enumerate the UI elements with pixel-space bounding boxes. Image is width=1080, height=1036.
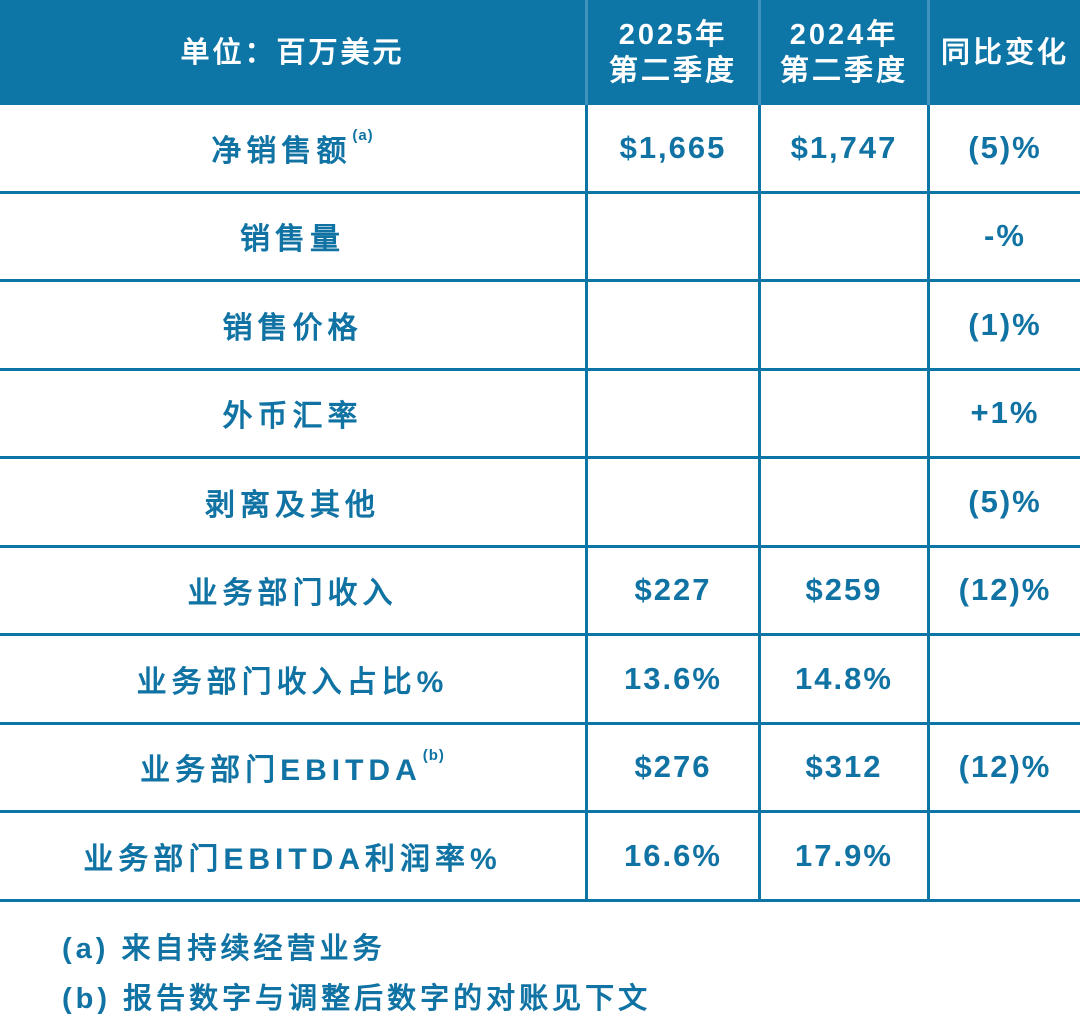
- value-cell-yoy: [927, 636, 1080, 722]
- value-cell-2024: $312: [758, 724, 927, 810]
- value-cell-2025: $1,665: [585, 105, 758, 191]
- header-cell-yoy: 同比变化: [927, 0, 1080, 105]
- quarterly-results-table: 单位：百万美元 2025年 第二季度 2024年 第二季度 同比变化 净销售额(…: [0, 0, 1080, 902]
- table-row-segment-income: 业务部门收入 $227 $259 (12)%: [0, 547, 1080, 636]
- footnote-b: (b) 报告数字与调整后数字的对账见下文: [62, 982, 652, 1015]
- value-cell-2024: 14.8%: [758, 636, 927, 722]
- value-cell-2025: 16.6%: [585, 813, 758, 899]
- value-cell-2025: $276: [585, 724, 758, 810]
- value-cell-2025: $227: [585, 547, 758, 633]
- header-cell-q2-2025: 2025年 第二季度: [585, 0, 758, 105]
- row-label-cell: 业务部门EBITDA利润率%: [0, 813, 585, 899]
- value-cell-2025: [585, 370, 758, 456]
- value-cell-2025: 13.6%: [585, 636, 758, 722]
- value-cell-yoy: -%: [927, 193, 1080, 279]
- value-cell-yoy: (5)%: [927, 459, 1080, 545]
- footnote-ref-a: (a): [352, 127, 374, 145]
- value-cell-2025: [585, 193, 758, 279]
- header-cell-q2-2024: 2024年 第二季度: [758, 0, 927, 105]
- row-label: 业务部门收入: [187, 577, 398, 611]
- row-label: 销售量: [240, 223, 345, 257]
- unit-label: 单位：百万美元: [180, 36, 405, 69]
- table-row-segment-income-pct: 业务部门收入占比% 13.6% 14.8%: [0, 636, 1080, 725]
- table-row-divestiture-other: 剥离及其他 (5)%: [0, 459, 1080, 548]
- header-2024-year: 2024年: [789, 18, 899, 51]
- row-label-cell: 销售量: [0, 194, 585, 280]
- row-label-cell: 剥离及其他: [0, 459, 585, 545]
- value-cell-2025: [585, 282, 758, 368]
- value-cell-yoy: (1)%: [927, 282, 1080, 368]
- value-cell-yoy: (12)%: [927, 724, 1080, 810]
- row-label: 业务部门收入占比%: [136, 665, 449, 699]
- table-row-segment-ebitda: 业务部门EBITDA (b) $276 $312 (12)%: [0, 724, 1080, 813]
- table-row-net-sales: 净销售额 (a) $1,665 $1,747 (5)%: [0, 105, 1080, 194]
- row-label: 业务部门EBITDA利润率%: [83, 842, 502, 876]
- footnote-ref-b: (b): [422, 746, 445, 764]
- row-label-cell: 外币汇率: [0, 371, 585, 457]
- value-cell-2024: $259: [758, 547, 927, 633]
- table-row-sales-price: 销售价格 (1)%: [0, 282, 1080, 371]
- value-cell-2024: [758, 459, 927, 545]
- header-2025-quarter: 第二季度: [608, 54, 737, 87]
- header-cell-unit: 单位：百万美元: [0, 0, 585, 105]
- row-label-cell: 业务部门收入占比%: [0, 636, 585, 722]
- value-cell-2024: [758, 193, 927, 279]
- footnotes: (a) 来自持续经营业务 (b) 报告数字与调整后数字的对账见下文: [0, 924, 1080, 1024]
- value-cell-2024: 17.9%: [758, 813, 927, 899]
- header-2025-year: 2025年: [618, 18, 728, 51]
- value-cell-yoy: (5)%: [927, 105, 1080, 191]
- value-cell-yoy: (12)%: [927, 547, 1080, 633]
- row-label: 外币汇率: [222, 400, 363, 434]
- value-cell-2024: [758, 370, 927, 456]
- value-cell-yoy: +1%: [927, 370, 1080, 456]
- row-label-cell: 业务部门EBITDA (b): [0, 725, 585, 811]
- row-label: 销售价格: [222, 311, 363, 345]
- row-label-cell: 业务部门收入: [0, 548, 585, 634]
- row-label: 净销售额: [211, 134, 352, 168]
- table-row-segment-ebitda-margin: 业务部门EBITDA利润率% 16.6% 17.9%: [0, 813, 1080, 902]
- value-cell-2025: [585, 459, 758, 545]
- row-label: 业务部门EBITDA: [140, 754, 422, 788]
- table-row-sales-volume: 销售量 -%: [0, 193, 1080, 282]
- table-header-row: 单位：百万美元 2025年 第二季度 2024年 第二季度 同比变化: [0, 0, 1080, 105]
- header-yoy-label: 同比变化: [940, 36, 1069, 69]
- row-label-cell: 净销售额 (a): [0, 105, 585, 191]
- table-row-fx-rate: 外币汇率 +1%: [0, 370, 1080, 459]
- row-label-cell: 销售价格: [0, 282, 585, 368]
- value-cell-2024: $1,747: [758, 105, 927, 191]
- footnote-a: (a) 来自持续经营业务: [62, 932, 386, 965]
- header-2024-quarter: 第二季度: [779, 54, 908, 87]
- value-cell-2024: [758, 282, 927, 368]
- value-cell-yoy: [927, 813, 1080, 899]
- row-label: 剥离及其他: [205, 488, 380, 522]
